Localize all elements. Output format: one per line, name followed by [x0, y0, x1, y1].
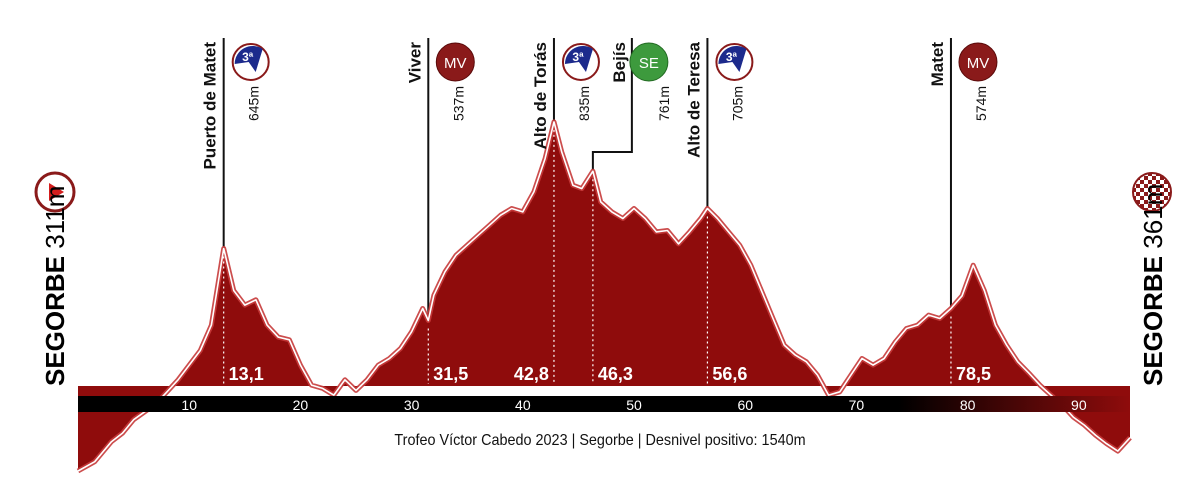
distance-tick-label: 30: [404, 397, 420, 413]
climb-name: Bejís: [610, 42, 629, 83]
mv-badge-icon: [435, 42, 475, 82]
distance-tick-label: 70: [849, 397, 865, 413]
distance-tick-label: 50: [626, 397, 642, 413]
distance-tick-label: 60: [737, 397, 753, 413]
play-icon: [49, 183, 64, 201]
start-town: SEGORBE: [40, 249, 70, 386]
climb-markers: Puerto de Matet 645m 3ª Viver 537m MV Alto de …: [201, 41, 998, 384]
climb-alto-de-teresa: Alto de Teresa 705m 3ª: [684, 41, 754, 158]
start-label: SEGORBE 311m: [40, 186, 70, 386]
climb-badge-label: MV: [967, 55, 990, 72]
finish-town: SEGORBE: [1138, 249, 1168, 386]
km-label: 0: [84, 364, 94, 384]
climb-name: Puerto de Matet: [201, 42, 220, 170]
climb-altitude: 645m: [246, 86, 262, 121]
distance-tick-label: 10: [181, 397, 197, 413]
mv-badge-icon: [958, 42, 998, 82]
climb-connector-line: [591, 38, 633, 172]
start-altitude: 311m: [40, 186, 70, 249]
sprint-badge-icon: [629, 42, 669, 82]
distance-tick-label: 40: [515, 397, 531, 413]
climb-puerto-de-matet: Puerto de Matet 645m 3ª: [201, 42, 270, 170]
km-label: 13,1: [229, 364, 264, 384]
distance-tick-label: 90: [1071, 397, 1087, 413]
mountain-icon: [718, 45, 747, 72]
finish-icon: [1132, 172, 1172, 212]
climb-alto-de-tor-s: Alto de Torás 835m 3ª: [531, 42, 600, 149]
climb-badge-label: MV: [444, 55, 467, 72]
climb-altitude: 574m: [973, 86, 989, 121]
climb-badge-label: 3ª: [242, 50, 254, 64]
climb-altitude: 705m: [729, 86, 745, 121]
mountain-icon: [564, 45, 593, 72]
start-town-label: SEGORBE 311m: [40, 186, 70, 386]
climb-viver: Viver 537m MV: [405, 42, 475, 121]
elevation-area: [76, 119, 1132, 474]
distance-tick-label: 20: [293, 397, 309, 413]
climb-name: Alto de Teresa: [684, 41, 703, 157]
km-label: 46,3: [598, 364, 633, 384]
climb-altitude: 761m: [656, 86, 672, 121]
climb-badge-label: 3ª: [572, 50, 584, 64]
climb-badge-label: 3ª: [726, 50, 738, 64]
climb-name: Matet: [928, 42, 947, 87]
km-label: 78,5: [956, 364, 991, 384]
climb-name: Viver: [405, 42, 424, 84]
mountain-icon: [234, 45, 263, 72]
climb-name: Alto de Torás: [531, 42, 550, 149]
climb-bej-s: Bejís 761m SE: [610, 42, 672, 121]
finish-label: SEGORBE 361m: [1138, 184, 1168, 386]
distance-bar: 10 20 30 40 50 60 70 80 90: [78, 396, 1130, 413]
km-labels: 0 13,1 31,5 42,8 46,3 56,6 78,5 94,6: [84, 364, 1125, 384]
climb-altitude: 835m: [576, 86, 592, 121]
elevation-fill: [78, 121, 1130, 472]
finish-altitude: 361m: [1138, 184, 1168, 249]
climb-altitude: 537m: [450, 86, 466, 121]
climb-marker-lines: [222, 38, 952, 321]
km-label: 31,5: [433, 364, 468, 384]
climb-matet: Matet 574m MV: [928, 42, 998, 121]
km-label: 94,6: [1090, 364, 1125, 384]
distance-tick-label: 80: [960, 397, 976, 413]
footer-caption: Trofeo Víctor Cabedo 2023 | Segorbe | De…: [394, 432, 806, 449]
distance-bar-rect: [78, 396, 1130, 412]
climb-badge-label: SE: [639, 55, 659, 72]
km-label: 42,8: [514, 364, 549, 384]
elevation-edge-line: [77, 121, 1131, 472]
km-label: 56,6: [712, 364, 747, 384]
finish-town-label: SEGORBE 361m: [1138, 184, 1168, 386]
